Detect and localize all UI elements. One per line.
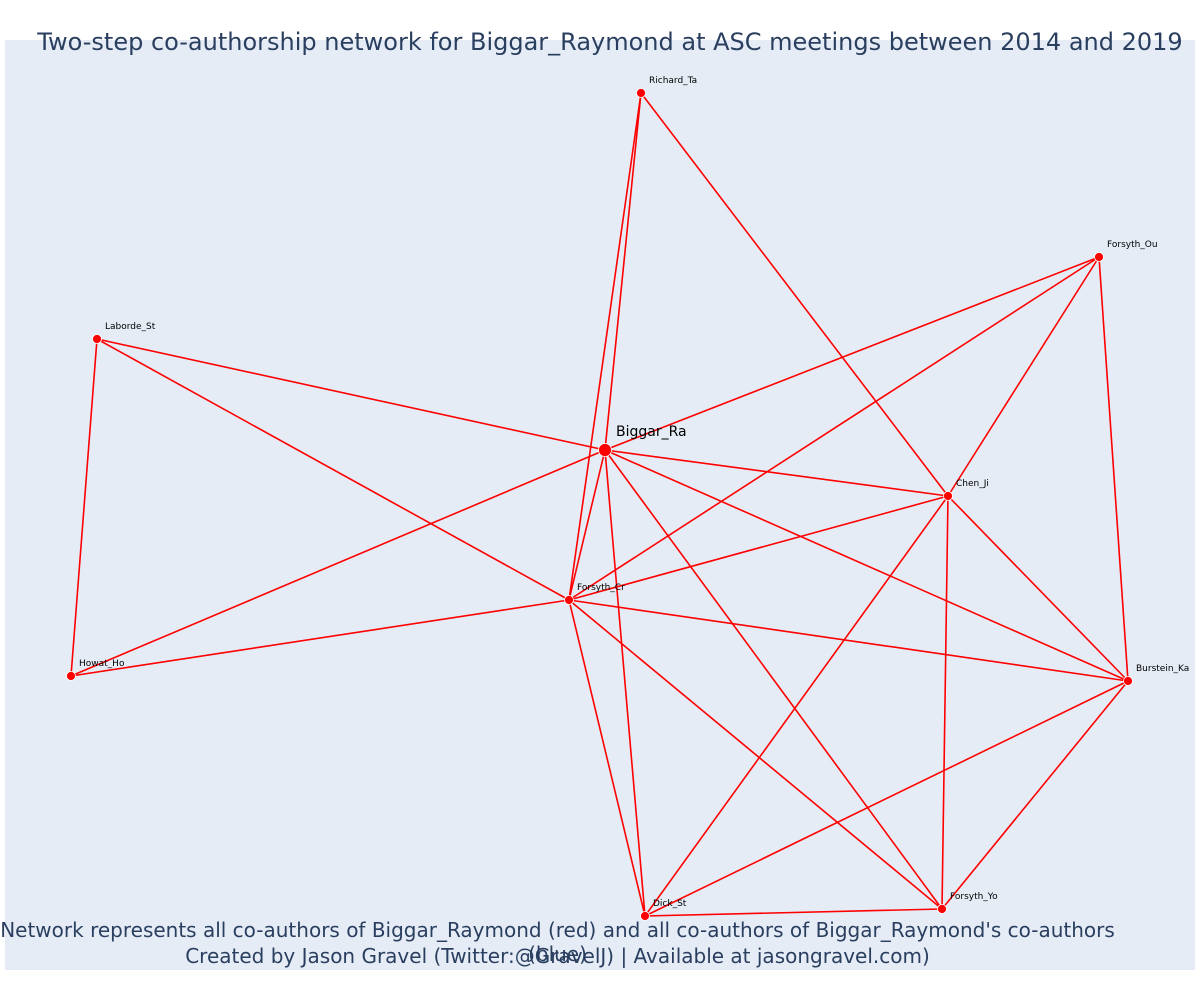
edge-Biggar_Ra-Howat_Ho — [70, 449, 606, 677]
edge-Richard_Ta-Forsyth_Cr — [568, 92, 642, 601]
edge-Forsyth_Cr-Chen_Ji — [568, 495, 949, 601]
edge-Biggar_Ra-Chen_Ji — [604, 449, 949, 497]
edge-Forsyth_Cr-Dick_St — [568, 599, 646, 917]
edge-Biggar_Ra-Dick_St — [604, 449, 646, 917]
edge-Forsyth_Cr-Burstein_Ka — [568, 599, 1129, 682]
node-Biggar_Ra[interactable] — [598, 443, 612, 457]
label-layer: Biggar_Ra Richard_Ta Forsyth_Ou Laborde_St C… — [79, 76, 1189, 909]
node-label-Chen_Ji: Chen_Ji — [956, 479, 989, 489]
edge-Burstein_Ka-Dick_St — [644, 680, 1129, 917]
chart-title: Two-step co-authorship network for Bigga… — [37, 28, 1183, 56]
edge-Biggar_Ra-Forsyth_Ou — [604, 256, 1100, 451]
edge-Forsyth_Cr-Howat_Ho — [70, 599, 570, 677]
edge-Burstein_Ka-Forsyth_Yo — [941, 680, 1129, 910]
node-label-Dick_St: Dick_St — [653, 899, 687, 909]
edge-Biggar_Ra-Forsyth_Cr — [568, 449, 606, 601]
edge-Biggar_Ra-Laborde_St — [96, 338, 606, 451]
edge-Chen_Ji-Burstein_Ka — [947, 495, 1129, 682]
edge-Laborde_St-Howat_Ho — [70, 338, 98, 677]
node-label-Biggar_Ra: Biggar_Ra — [616, 424, 687, 440]
edge-Dick_St-Forsyth_Yo — [644, 908, 943, 917]
node-Forsyth_Ou[interactable] — [1094, 252, 1104, 262]
edge-Biggar_Ra-Forsyth_Yo — [604, 449, 943, 910]
node-Richard_Ta[interactable] — [636, 88, 646, 98]
node-Burstein_Ka[interactable] — [1123, 676, 1133, 686]
node-label-Forsyth_Cr: Forsyth_Cr — [577, 583, 625, 593]
node-label-Richard_Ta: Richard_Ta — [649, 76, 697, 86]
edge-Chen_Ji-Dick_St — [644, 495, 949, 917]
node-Dick_St[interactable] — [640, 911, 650, 921]
node-Forsyth_Cr[interactable] — [564, 595, 574, 605]
edge-Chen_Ji-Forsyth_Yo — [941, 495, 949, 910]
caption-line-2: Created by Jason Gravel (Twitter:@Gravel… — [185, 944, 930, 968]
edge-Biggar_Ra-Richard_Ta — [604, 92, 642, 451]
edge-layer — [70, 92, 1129, 917]
node-Howat_Ho[interactable] — [66, 671, 76, 681]
edge-Richard_Ta-Chen_Ji — [640, 92, 949, 497]
plot-background — [5, 40, 1195, 970]
edge-Forsyth_Cr-Forsyth_Yo — [568, 599, 943, 910]
node-label-Laborde_St: Laborde_St — [105, 322, 156, 332]
edge-Laborde_St-Forsyth_Cr — [96, 338, 570, 601]
edge-Biggar_Ra-Burstein_Ka — [604, 449, 1129, 682]
node-Chen_Ji[interactable] — [943, 491, 953, 501]
node-Laborde_St[interactable] — [92, 334, 102, 344]
node-Forsyth_Yo[interactable] — [937, 904, 947, 914]
node-label-Forsyth_Yo: Forsyth_Yo — [950, 892, 998, 902]
node-label-Forsyth_Ou: Forsyth_Ou — [1107, 240, 1158, 250]
node-label-Burstein_Ka: Burstein_Ka — [1136, 664, 1189, 674]
edge-Forsyth_Ou-Burstein_Ka — [1098, 256, 1129, 682]
node-layer — [66, 88, 1133, 921]
edge-Forsyth_Ou-Chen_Ji — [947, 256, 1100, 497]
caption-line-1: Network represents all co-authors of Big… — [0, 918, 1115, 966]
edge-Forsyth_Ou-Forsyth_Cr — [568, 256, 1100, 601]
node-label-Howat_Ho: Howat_Ho — [79, 659, 125, 669]
